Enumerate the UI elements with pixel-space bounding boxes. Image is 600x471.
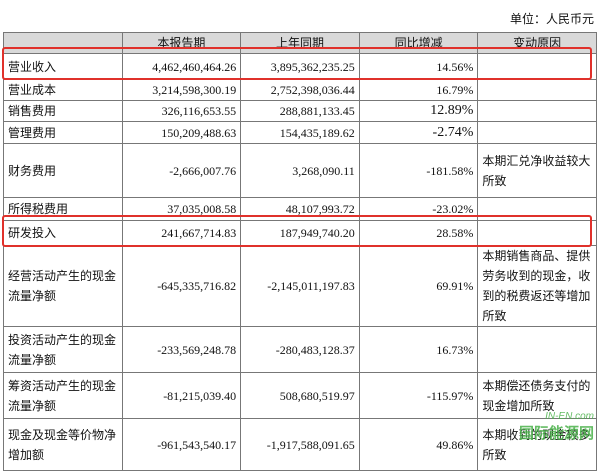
value-cell: 2,752,398,036.44 (240, 79, 360, 101)
value-cell: -181.58% (358, 143, 479, 198)
value-cell: 14.56% (358, 53, 479, 80)
reason-cell: 本期销售商品、提供劳务收到的现金，收到的税费返还等增加所致 (477, 245, 597, 327)
value-cell: 49.86% (358, 418, 479, 471)
row-label: 经营活动产生的现金流量净额 (3, 245, 123, 327)
table-row: 投资活动产生的现金流量净额 -233,569,248.78 -280,483,128… (3, 326, 597, 373)
value-cell: 37,035,008.58 (121, 197, 242, 221)
value-cell: -115.97% (358, 372, 479, 419)
value-cell: 187,949,740.20 (240, 220, 360, 246)
value-cell: 3,895,362,235.25 (240, 53, 360, 80)
highlight-box (2, 47, 592, 80)
table-row: 现金及现金等价物净增加额 -961,543,540.17 -1,917,588,09… (3, 418, 597, 471)
table-row: 经营活动产生的现金流量净额 -645,335,716.82 -2,145,011,1… (3, 245, 597, 327)
value-cell: -645,335,716.82 (121, 245, 242, 327)
watermark-name: 国际能源网 (518, 425, 594, 442)
unit-label: 单位：人民币元 (509, 12, 594, 26)
reason-cell (477, 79, 597, 101)
reason-cell: 本期汇兑净收益较大所致 (477, 143, 597, 198)
highlight-box (2, 215, 592, 247)
table-row: 财务费用 -2,666,007.76 3,268,090.11 -181.58% 本期汇… (3, 143, 597, 198)
value-cell: -2.74% (358, 121, 479, 144)
reason-cell (477, 100, 597, 122)
value-cell: 326,116,653.55 (121, 100, 242, 122)
value-cell: -81,215,039.40 (121, 372, 242, 419)
reason-cell (477, 53, 597, 80)
reason-cell: 本期偿还债务支付的现金增加所致 (477, 372, 597, 419)
value-cell: 16.79% (358, 79, 479, 101)
row-label: 所得税费用 (3, 197, 123, 221)
page: 单位：人民币元 本报告期 上年同期 同比增减 变动原因 营业收入 4,462,460,4… (2, 12, 597, 471)
row-label: 现金及现金等价物净增加额 (3, 418, 123, 471)
reason-cell (477, 326, 597, 373)
reason-cell (477, 121, 597, 144)
reason-cell (477, 220, 597, 246)
value-cell: 4,462,460,464.26 (121, 53, 242, 80)
value-cell: -2,666,007.76 (121, 143, 242, 198)
value-cell: -961,543,540.17 (121, 418, 242, 471)
value-cell: 288,881,133.45 (240, 100, 360, 122)
watermark-site: IN-EN.com (545, 411, 594, 422)
row-label: 管理费用 (3, 121, 123, 144)
finance-table: 本报告期 上年同期 同比增减 变动原因 营业收入 4,462,460,464.26 3,8… (3, 32, 597, 471)
table-row: 所得税费用 37,035,008.58 48,107,993.72 -23.02% (3, 197, 597, 221)
row-label: 财务费用 (3, 143, 123, 198)
value-cell: 3,268,090.11 (240, 143, 360, 198)
value-cell: 69.91% (358, 245, 479, 327)
value-cell: 28.58% (358, 220, 479, 246)
row-label: 销售费用 (3, 100, 123, 122)
value-cell: -1,917,588,091.65 (240, 418, 360, 471)
table-row: 营业收入 4,462,460,464.26 3,895,362,235.25 14.5… (3, 53, 597, 80)
watermark: IN-EN.com 国际能源网 (519, 411, 594, 443)
row-label: 筹资活动产生的现金流量净额 (3, 372, 123, 419)
value-cell: 12.89% (358, 100, 479, 122)
table-row: 营业成本 3,214,598,300.19 2,752,398,036.44 16.7… (3, 79, 597, 101)
value-cell: 16.73% (358, 326, 479, 373)
value-cell: 154,435,189.62 (240, 121, 360, 144)
row-label: 投资活动产生的现金流量净额 (3, 326, 123, 373)
value-cell: 150,209,488.63 (121, 121, 242, 144)
table-row: 筹资活动产生的现金流量净额 -81,215,039.40 508,680,519.9… (3, 372, 597, 419)
value-cell: -233,569,248.78 (121, 326, 242, 373)
value-cell: -2,145,011,197.83 (240, 245, 360, 327)
table-row: 管理费用 150,209,488.63 154,435,189.62 -2.74% (3, 121, 597, 144)
value-cell: -280,483,128.37 (240, 326, 360, 373)
value-cell: 3,214,598,300.19 (121, 79, 242, 101)
table-row: 销售费用 326,116,653.55 288,881,133.45 12.89% (3, 100, 597, 122)
value-cell: 508,680,519.97 (240, 372, 360, 419)
row-label: 营业成本 (3, 79, 123, 101)
